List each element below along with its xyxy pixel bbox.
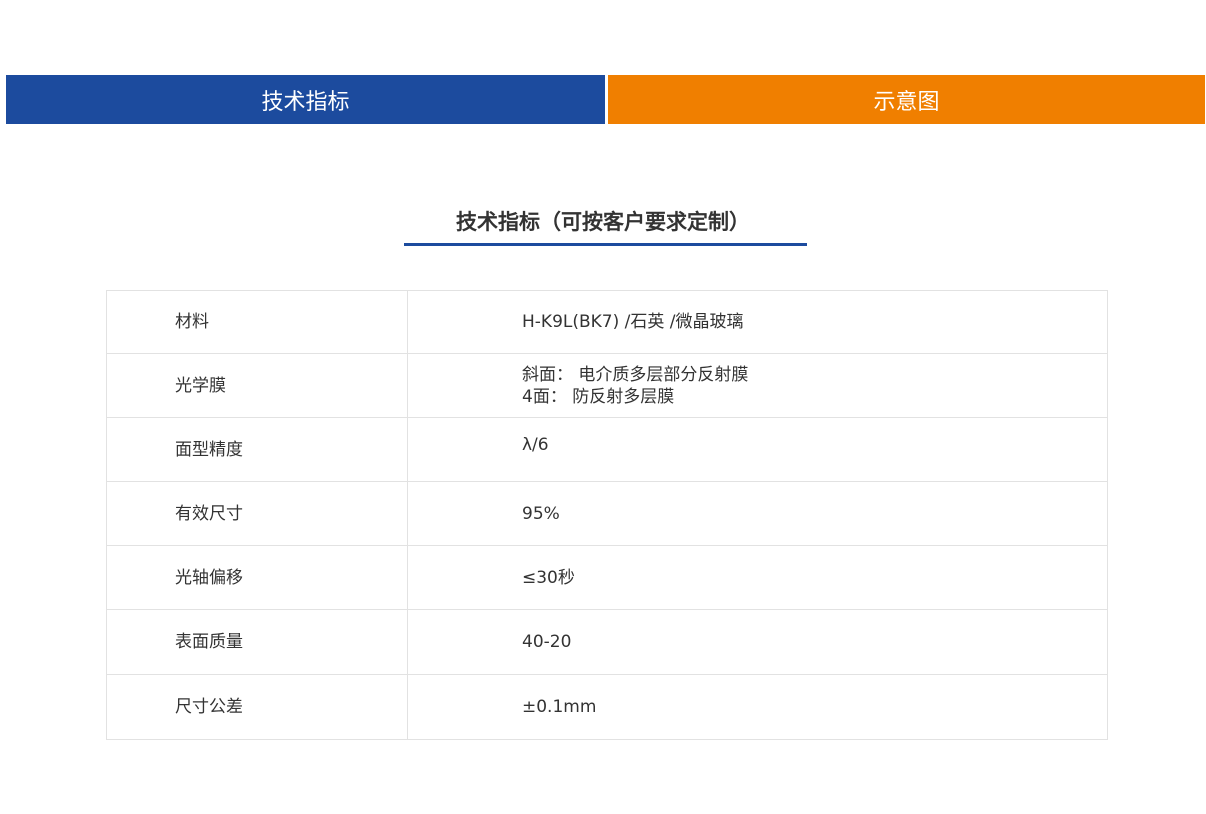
table-row: 材料 H-K9L(BK7) /石英 /微晶玻璃 bbox=[106, 290, 1108, 354]
spec-table: 材料 H-K9L(BK7) /石英 /微晶玻璃 光学膜 斜面： 电介质多层部分反射膜… bbox=[106, 290, 1108, 740]
row-label: 有效尺寸 bbox=[106, 481, 408, 546]
row-value: ≤30秒 bbox=[407, 545, 1108, 610]
row-value: ±0.1mm bbox=[407, 674, 1108, 740]
row-label: 尺寸公差 bbox=[106, 674, 408, 740]
table-row: 表面质量 40-20 bbox=[106, 609, 1108, 675]
tab-diagram[interactable]: 示意图 bbox=[608, 75, 1205, 124]
section-title: 技术指标（可按客户要求定制） bbox=[456, 210, 750, 234]
table-row: 有效尺寸 95% bbox=[106, 481, 1108, 546]
row-value: λ/6 bbox=[407, 417, 1108, 482]
row-label: 光轴偏移 bbox=[106, 545, 408, 610]
row-label: 光学膜 bbox=[106, 353, 408, 418]
row-value-line: 斜面： 电介质多层部分反射膜 bbox=[522, 364, 749, 385]
table-row: 光轴偏移 ≤30秒 bbox=[106, 545, 1108, 610]
row-value: 斜面： 电介质多层部分反射膜 4面： 防反射多层膜 bbox=[407, 353, 1108, 418]
row-value-line: 4面： 防反射多层膜 bbox=[522, 386, 675, 407]
title-underline bbox=[404, 243, 807, 246]
row-label: 面型精度 bbox=[106, 417, 408, 482]
row-label: 表面质量 bbox=[106, 609, 408, 675]
table-row: 光学膜 斜面： 电介质多层部分反射膜 4面： 防反射多层膜 bbox=[106, 353, 1108, 418]
tab-specifications[interactable]: 技术指标 bbox=[6, 75, 605, 124]
row-value: 40-20 bbox=[407, 609, 1108, 675]
row-value: 95% bbox=[407, 481, 1108, 546]
table-row: 面型精度 λ/6 bbox=[106, 417, 1108, 482]
row-value: H-K9L(BK7) /石英 /微晶玻璃 bbox=[407, 290, 1108, 354]
table-row: 尺寸公差 ±0.1mm bbox=[106, 674, 1108, 740]
row-label: 材料 bbox=[106, 290, 408, 354]
